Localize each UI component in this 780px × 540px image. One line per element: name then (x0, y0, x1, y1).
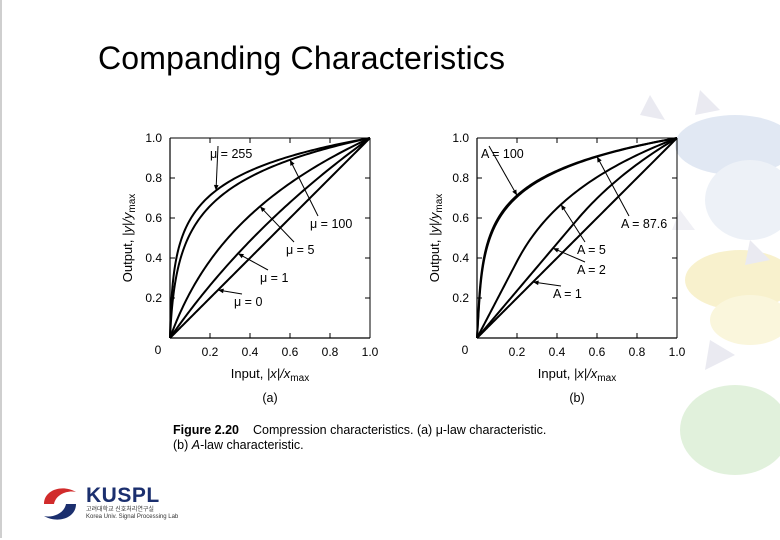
series-line (169, 137, 371, 339)
caption-line2-rest: -law characteristic. (200, 438, 304, 452)
figure-caption: Figure 2.20 Compression characteristics. … (173, 423, 653, 453)
y-axis-label: Output, |y|/ymax (427, 194, 445, 283)
series-line (169, 137, 371, 339)
series-label: A = 100 (481, 147, 524, 161)
series-arrow (215, 145, 219, 191)
origin-label: 0 (155, 343, 162, 357)
series-arrowhead (553, 248, 559, 253)
series-label: μ = 1 (260, 271, 288, 285)
panel-a-mu-law: 0.2 0.4 0.6 0.8 1.0 0.2 0.4 0.6 0.8 1.0 0 μ = 255 μ … (120, 131, 379, 405)
series-line (476, 137, 678, 339)
logo-name: KUSPL (86, 484, 160, 507)
x-tick-label: 1.0 (362, 345, 379, 359)
series-label: μ = 100 (310, 217, 352, 231)
y-tick-label: 0.2 (145, 291, 162, 305)
series-line (476, 137, 678, 339)
series-label: A = 2 (577, 263, 606, 277)
y-tick-label: 0.6 (452, 211, 469, 225)
series-line (169, 137, 371, 339)
series-arrow (237, 253, 269, 271)
logo-subtitle: 고려대학교 신호처리연구실 Korea Univ. Signal Process… (86, 507, 179, 521)
panel-label: (b) (569, 391, 584, 405)
kuspl-logo-icon (44, 488, 76, 520)
x-tick-label: 0.4 (242, 345, 259, 359)
series-arrowhead (561, 204, 566, 211)
y-tick-label: 0.4 (145, 251, 162, 265)
series-arrowhead (260, 206, 266, 213)
series-line (169, 137, 371, 339)
logo-sub-line1: 고려대학교 신호처리연구실 (86, 507, 154, 513)
series-line (476, 137, 678, 339)
series-label: A = 1 (553, 287, 582, 301)
background-decoration (640, 90, 780, 475)
y-tick-label: 0.4 (452, 251, 469, 265)
series-arrowhead (218, 288, 224, 294)
series-arrow (289, 159, 319, 217)
series-arrow (596, 156, 630, 217)
caption-line2-prefix: (b) (173, 438, 192, 452)
series-label: A = 87.6 (621, 217, 667, 231)
x-axis-label: Input, |x|/xmax (538, 366, 616, 384)
series-line (169, 137, 371, 339)
series-arrowhead (597, 156, 602, 163)
y-tick-label: 0.2 (452, 291, 469, 305)
series-label: μ = 255 (210, 147, 252, 161)
slide-title: Companding Characteristics (98, 40, 506, 76)
panel-label: (a) (262, 391, 277, 405)
series-arrowhead (512, 189, 517, 196)
series-arrowhead (238, 253, 244, 259)
x-tick-label: 0.6 (589, 345, 606, 359)
x-tick-label: 0.2 (509, 345, 526, 359)
y-axis-label: Output, |y|/ymax (120, 194, 138, 283)
figure-label: Figure 2.20 (173, 423, 239, 437)
y-tick-label: 0.8 (145, 171, 162, 185)
caption-line2-italic: A (191, 438, 201, 452)
panel-b-a-law: 0.2 0.4 0.6 0.8 1.0 0.2 0.4 0.6 0.8 1.0 0 A = 100 A … (427, 131, 686, 405)
series-arrowhead (290, 159, 295, 166)
series-arrowhead (213, 184, 219, 191)
series-label: μ = 0 (234, 295, 262, 309)
x-tick-label: 0.8 (322, 345, 339, 359)
y-tick-label: 0.6 (145, 211, 162, 225)
series-label: μ = 5 (286, 243, 314, 257)
series-arrow (488, 145, 518, 196)
y-tick-label: 1.0 (452, 131, 469, 145)
x-tick-label: 0.8 (629, 345, 646, 359)
series-arrowhead (533, 280, 539, 286)
caption-line1: Compression characteristics. (a) μ-law c… (253, 423, 547, 437)
series-label: A = 5 (577, 243, 606, 257)
origin-label: 0 (462, 343, 469, 357)
x-tick-label: 1.0 (669, 345, 686, 359)
x-axis-label: Input, |x|/xmax (231, 366, 309, 384)
y-tick-label: 1.0 (145, 131, 162, 145)
x-tick-label: 0.6 (282, 345, 299, 359)
x-tick-label: 0.4 (549, 345, 566, 359)
series-arrow (259, 206, 295, 243)
series-arrow (552, 247, 586, 263)
logo-sub-line2: Korea Univ. Signal Processing Lab (86, 514, 179, 520)
y-tick-label: 0.8 (452, 171, 469, 185)
x-tick-label: 0.2 (202, 345, 219, 359)
